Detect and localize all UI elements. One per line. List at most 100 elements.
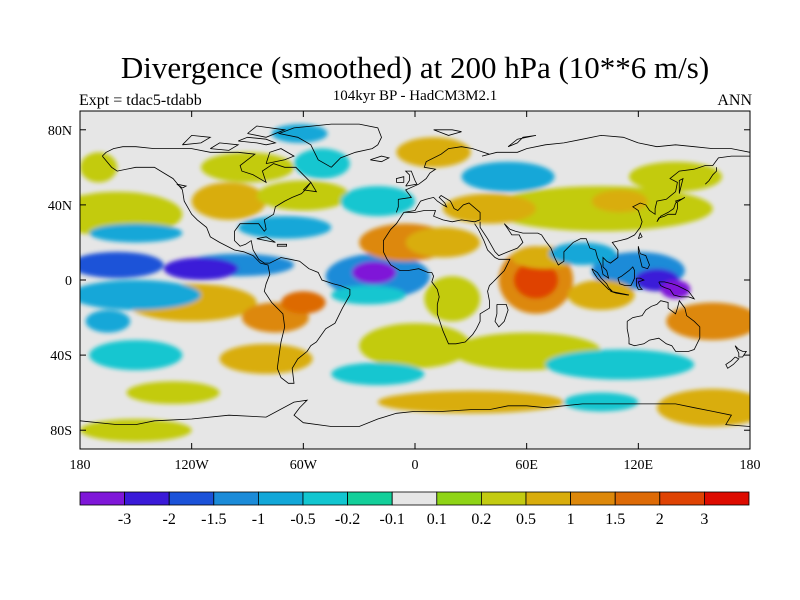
coastline	[403, 194, 481, 223]
coastline	[637, 246, 650, 270]
field-contour-region	[89, 223, 183, 243]
colorbar-label: -2	[163, 511, 176, 528]
y-tick-label: 80N	[48, 124, 72, 139]
field-contour-region	[545, 349, 695, 380]
field-contour-region	[567, 280, 635, 311]
coastline	[210, 142, 240, 151]
y-tick-label: 40S	[50, 349, 72, 364]
map-title: Divergence (smoothed) at 200 hPa (10**6 …	[120, 50, 710, 85]
field-contour-region	[629, 161, 723, 192]
field-contour-region	[191, 182, 267, 220]
colorbar-label: -0.5	[290, 511, 315, 528]
field-contour-region	[281, 291, 326, 314]
coastline	[507, 135, 537, 148]
coastlines	[80, 123, 750, 427]
field-contour-region	[80, 251, 164, 279]
coastline	[396, 176, 405, 183]
coastline	[247, 125, 287, 138]
field-contour-region	[80, 418, 192, 442]
colorbar-swatch	[480, 491, 527, 506]
field-contour-region	[666, 302, 750, 341]
x-tick-label: 60E	[515, 458, 538, 473]
field-contour-region	[396, 137, 471, 168]
y-tick-label: 0	[65, 274, 72, 289]
x-axis: 180 120W 60W 0 60E 120E 180	[70, 111, 761, 473]
field-contour-region	[163, 257, 239, 280]
coastline	[303, 181, 318, 193]
field-contour-region	[271, 124, 328, 143]
colorbar-label: 2	[656, 511, 664, 528]
colorbar-label: 0.1	[427, 511, 447, 528]
colorbar-label: 0.5	[516, 511, 536, 528]
colorbar-swatch	[436, 491, 482, 506]
x-tick-label: 180	[70, 458, 91, 473]
coastline	[636, 277, 645, 290]
field-contour-region	[424, 276, 481, 322]
coastline	[734, 345, 748, 358]
field-contour-region	[85, 310, 131, 333]
x-tick-label: 60W	[290, 458, 318, 473]
season-label: ANN	[717, 92, 752, 109]
field-contour-region	[513, 261, 559, 299]
colorbar-swatch	[124, 491, 170, 506]
field-contour-region	[89, 340, 183, 371]
field-contour-region	[563, 392, 639, 412]
coastline	[238, 136, 277, 146]
x-tick-label: 120W	[175, 458, 210, 473]
field-contour-region	[126, 381, 220, 404]
coastline	[479, 155, 750, 280]
field-contour-region	[377, 390, 564, 414]
field-contour-region	[591, 189, 648, 213]
coastline	[656, 197, 686, 223]
colorbar: -3 -2 -1.5 -1 -0.5 -0.2 -0.1 0.1 0.2 0.5 1 1.5 2 3	[79, 491, 750, 528]
field-contour-region	[340, 186, 415, 217]
x-tick-label: 0	[412, 458, 419, 473]
coastline	[658, 281, 696, 300]
coastline	[256, 236, 276, 243]
field-contour-region	[80, 152, 118, 183]
field-contour-region	[80, 280, 201, 311]
field-contour-region	[331, 285, 406, 305]
coastline	[678, 177, 684, 194]
y-tick-label: 40N	[48, 199, 72, 214]
x-tick-label: 120E	[624, 458, 654, 473]
coastline	[176, 183, 188, 189]
field-contour-region	[442, 193, 536, 224]
field-contour-region	[351, 261, 397, 284]
colorbar-label: -1	[252, 511, 265, 528]
field-contour-region	[660, 280, 691, 299]
coastline	[637, 232, 643, 240]
coastline	[404, 170, 418, 187]
coastline	[276, 243, 287, 247]
colorbar-swatch	[168, 491, 215, 506]
colorbar-label: 1.5	[605, 511, 625, 528]
field-contour-region	[219, 343, 313, 374]
coastline	[626, 299, 701, 352]
colorbar-label: 1	[567, 511, 575, 528]
coastline	[277, 123, 382, 168]
field-contour-region	[656, 388, 750, 427]
coastline	[383, 212, 511, 345]
colorbar-swatch	[213, 491, 259, 506]
colorbar-swatch	[391, 491, 438, 506]
divergence-field	[80, 124, 750, 442]
field-contour-region	[331, 362, 425, 386]
coastline	[725, 356, 740, 369]
colorbar-swatch	[79, 491, 125, 506]
colorbar-swatch	[704, 491, 750, 506]
field-contour-region	[200, 152, 295, 183]
coastline	[396, 134, 750, 213]
coastline	[182, 134, 212, 146]
colorbar-swatch	[525, 491, 571, 506]
experiment-label: Expt = tdac5-tdabb	[79, 92, 202, 109]
colorbar-swatch	[659, 491, 705, 506]
colorbar-swatch	[257, 491, 304, 506]
coastline	[617, 266, 635, 286]
field-contour-region	[359, 323, 471, 369]
coastline	[101, 146, 351, 384]
colorbar-label: 3	[700, 511, 708, 528]
colorbar-swatch	[347, 491, 393, 506]
y-axis: 80N 40N 0 40S 80S	[48, 124, 750, 439]
coastline	[265, 148, 295, 164]
